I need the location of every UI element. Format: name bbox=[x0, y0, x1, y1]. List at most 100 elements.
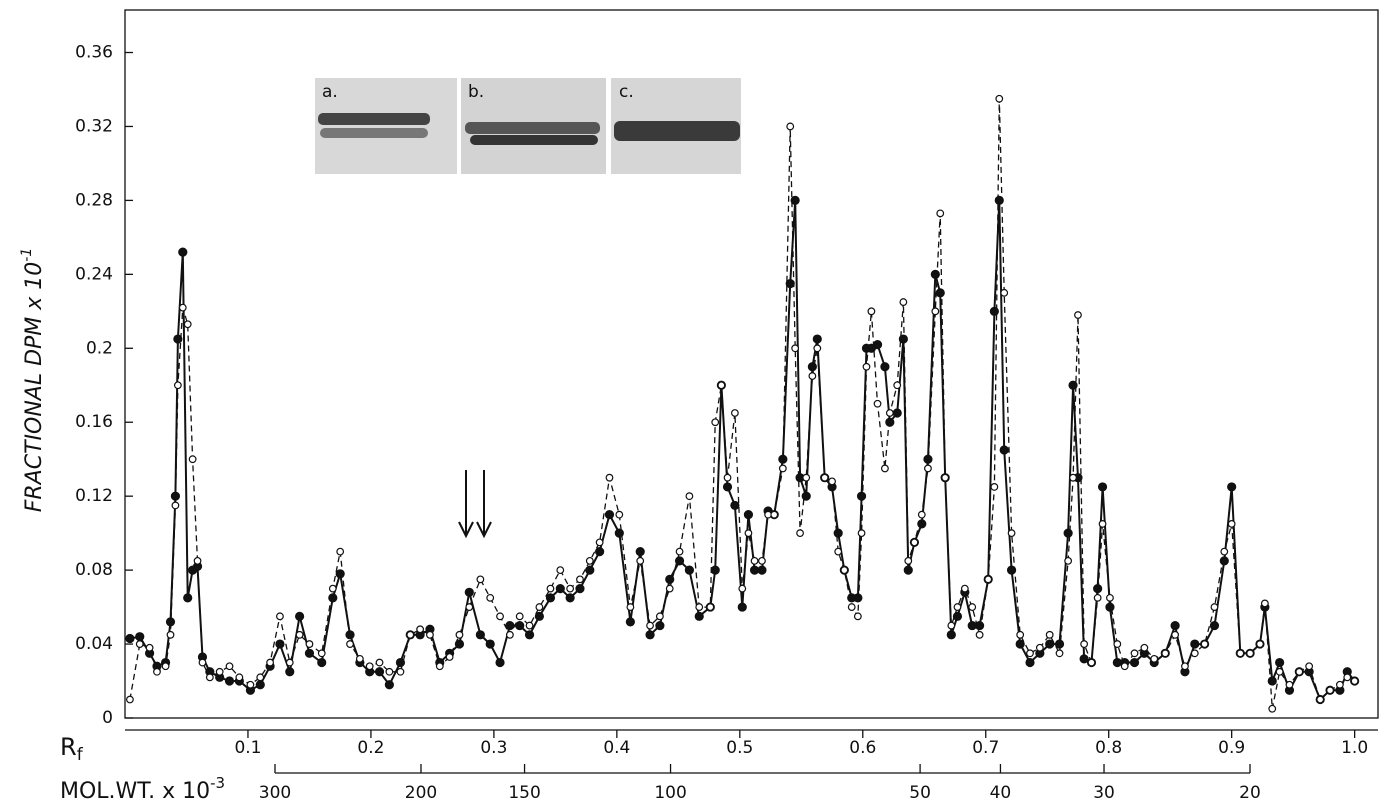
data-point bbox=[655, 620, 665, 631]
data-point bbox=[1256, 640, 1264, 648]
data-point bbox=[455, 630, 464, 639]
data-point bbox=[445, 653, 454, 661]
data-point bbox=[770, 510, 779, 519]
data-point bbox=[161, 662, 170, 671]
data-point bbox=[205, 673, 214, 682]
x-tick-label: 1.0 bbox=[1341, 738, 1368, 758]
y-axis-label: FRACTIONAL DPM x 10-1 bbox=[19, 248, 47, 513]
data-point bbox=[1093, 593, 1102, 602]
data-point bbox=[802, 473, 811, 482]
data-point bbox=[1260, 599, 1269, 608]
data-point bbox=[1098, 520, 1107, 528]
data-point bbox=[1275, 657, 1285, 668]
data-point bbox=[188, 455, 197, 464]
data-point bbox=[1209, 620, 1220, 631]
data-point bbox=[796, 529, 804, 538]
data-point bbox=[626, 603, 635, 611]
data-point bbox=[1305, 662, 1314, 671]
y-tick-label: 0.36 bbox=[75, 43, 113, 63]
y-tick-label: 0.04 bbox=[75, 634, 113, 654]
data-point bbox=[496, 612, 504, 621]
data-point bbox=[820, 473, 829, 482]
data-point bbox=[1190, 639, 1200, 649]
data-point bbox=[778, 454, 788, 464]
data-point bbox=[374, 667, 385, 677]
data-point bbox=[1129, 657, 1140, 668]
data-point bbox=[336, 547, 345, 556]
y-tick-label: 0.2 bbox=[86, 338, 113, 358]
data-point bbox=[1285, 680, 1294, 689]
data-point bbox=[255, 680, 265, 690]
data-point bbox=[695, 603, 704, 611]
data-point bbox=[295, 611, 305, 621]
data-point bbox=[183, 320, 192, 329]
y-tick-label: 0.16 bbox=[75, 412, 113, 432]
y-tick-label: 0.32 bbox=[75, 116, 113, 136]
data-point bbox=[485, 639, 495, 649]
mw-tick-label: 40 bbox=[990, 783, 1012, 803]
data-point bbox=[1026, 649, 1034, 658]
data-point bbox=[515, 620, 525, 631]
series-line bbox=[129, 98, 1355, 709]
data-point bbox=[465, 603, 474, 611]
data-point bbox=[615, 510, 624, 519]
data-point bbox=[505, 630, 514, 639]
data-point bbox=[556, 566, 565, 575]
data-point bbox=[744, 529, 753, 538]
data-point bbox=[968, 603, 977, 611]
data-point bbox=[235, 673, 244, 682]
x-axis-label: Rf bbox=[60, 733, 84, 765]
data-point bbox=[317, 649, 326, 658]
data-point bbox=[595, 538, 604, 547]
data-point bbox=[711, 418, 720, 427]
data-point bbox=[285, 658, 294, 667]
data-point bbox=[1087, 658, 1096, 667]
data-point bbox=[153, 667, 161, 676]
x-tick-label: 0.7 bbox=[972, 738, 999, 758]
data-point bbox=[1130, 649, 1139, 658]
mw-tick-label: 100 bbox=[654, 783, 686, 803]
data-point bbox=[892, 408, 902, 418]
data-point bbox=[847, 603, 856, 611]
data-point bbox=[717, 381, 726, 390]
data-point bbox=[758, 556, 766, 565]
data-point bbox=[790, 195, 800, 206]
data-point bbox=[266, 658, 274, 667]
data-point bbox=[1035, 643, 1044, 652]
data-point bbox=[276, 612, 284, 621]
data-point bbox=[335, 569, 345, 579]
data-point bbox=[994, 195, 1004, 206]
data-point bbox=[785, 278, 795, 289]
data-point bbox=[750, 556, 759, 565]
data-point bbox=[1105, 602, 1115, 612]
data-point bbox=[665, 584, 674, 593]
data-point bbox=[565, 593, 575, 603]
data-point bbox=[730, 500, 740, 511]
mw-tick-label: 30 bbox=[1093, 783, 1115, 803]
data-point bbox=[545, 593, 556, 603]
data-point bbox=[665, 574, 675, 584]
data-point bbox=[1006, 565, 1017, 575]
data-point bbox=[856, 491, 867, 501]
data-point bbox=[171, 501, 180, 510]
y-tick-label: 0.08 bbox=[75, 560, 113, 580]
data-point bbox=[1068, 380, 1078, 390]
data-point bbox=[285, 667, 295, 677]
x-tick-label: 0.3 bbox=[480, 738, 507, 758]
data-point bbox=[534, 611, 544, 621]
data-point bbox=[166, 630, 175, 639]
data-point bbox=[1079, 654, 1089, 664]
data-point bbox=[183, 593, 193, 603]
data-point bbox=[1120, 662, 1129, 671]
data-point bbox=[828, 477, 836, 486]
data-point bbox=[555, 584, 565, 594]
data-point bbox=[317, 657, 327, 668]
data-point bbox=[406, 630, 415, 639]
data-point bbox=[546, 584, 555, 593]
data-point bbox=[198, 658, 207, 667]
data-point bbox=[722, 482, 733, 492]
data-point bbox=[931, 307, 940, 316]
data-point bbox=[1007, 529, 1016, 538]
data-point bbox=[1219, 556, 1229, 566]
data-point bbox=[224, 676, 235, 686]
